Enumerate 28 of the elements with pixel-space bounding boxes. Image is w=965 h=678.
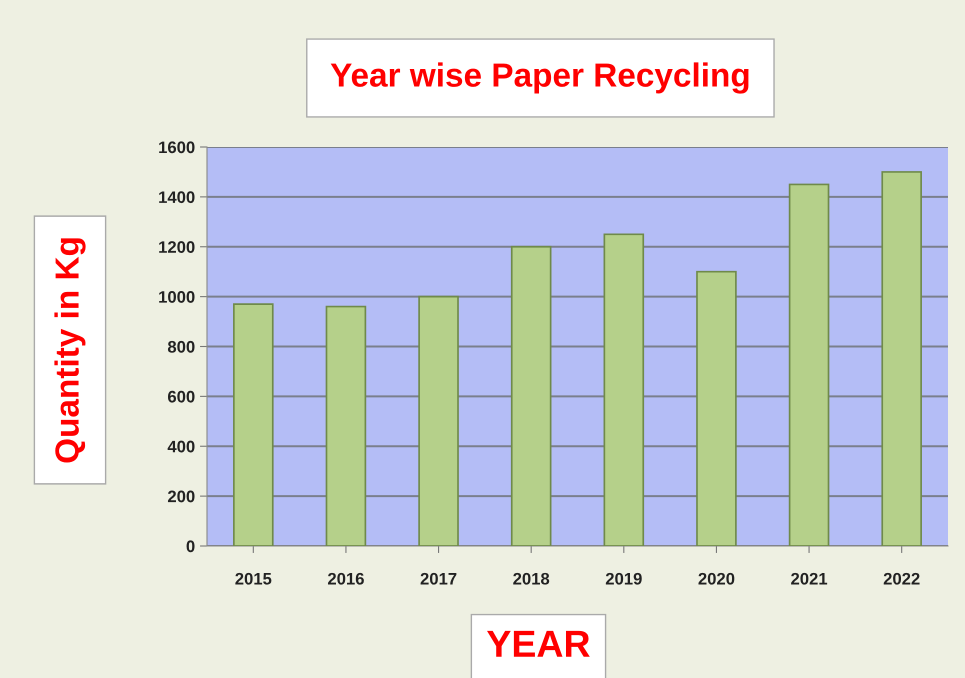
x-tick-label: 2022: [884, 572, 920, 585]
bar: [510, 246, 552, 546]
x-tick-label: 2019: [606, 572, 642, 585]
y-tick-label: 400: [168, 440, 195, 452]
x-tick-label: 2020: [698, 572, 734, 585]
x-tick-label: 2018: [513, 572, 550, 585]
chart-title: Year wise Paper Recycling: [330, 62, 748, 94]
bar: [881, 171, 922, 546]
y-tick-label: 1000: [159, 291, 195, 303]
x-tick-label: 2021: [791, 572, 828, 585]
bar: [788, 184, 830, 546]
bar: [233, 303, 274, 546]
x-tick-label: 2017: [420, 572, 456, 585]
y-tick-label: 1600: [159, 141, 195, 154]
y-tick-label: 1200: [159, 241, 195, 253]
y-tick-label: 0: [186, 540, 195, 552]
bar: [604, 233, 644, 546]
x-axis-title: YEAR: [487, 630, 590, 657]
x-tick-label: 2015: [235, 572, 272, 585]
x-tick-label: 2016: [328, 572, 364, 585]
y-tick-label: 1400: [159, 191, 195, 204]
y-tick-label: 200: [168, 490, 195, 502]
bar: [696, 270, 737, 546]
y-tick-label: 800: [168, 340, 195, 353]
y-axis-title: Quantity in Kg: [54, 238, 86, 463]
y-tick-label: 600: [168, 390, 195, 403]
bar: [326, 306, 366, 546]
bar: [418, 296, 459, 546]
